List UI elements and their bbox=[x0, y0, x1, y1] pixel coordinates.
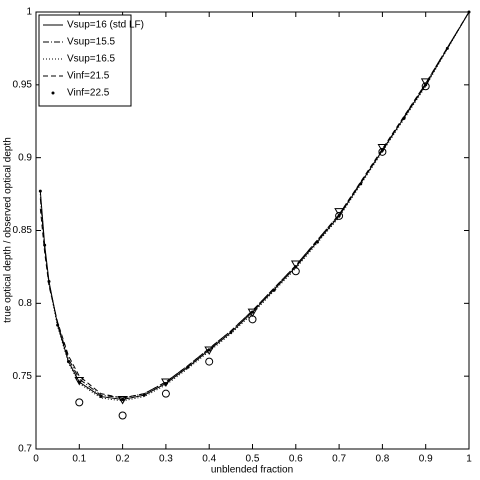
point bbox=[56, 323, 60, 327]
point bbox=[251, 310, 254, 314]
y-axis-label: true optical depth / observed optical de… bbox=[3, 137, 14, 323]
x-tick-label: 0.7 bbox=[332, 454, 346, 465]
legend-label: Vsup=16.5 bbox=[67, 54, 116, 65]
x-tick-label: 0.4 bbox=[202, 454, 216, 465]
point bbox=[186, 365, 190, 369]
x-tick-label: 0.8 bbox=[375, 454, 389, 465]
legend-label: Vsup=15.5 bbox=[67, 37, 116, 48]
series-line bbox=[39, 11, 470, 399]
x-tick-label: 0 bbox=[33, 454, 39, 465]
y-tick-label: 0.8 bbox=[18, 298, 32, 309]
x-axis-label: unblended fraction bbox=[211, 465, 293, 476]
x-tick-label: 0.3 bbox=[159, 454, 173, 465]
x-tick-label: 0.5 bbox=[246, 454, 260, 465]
y-tick-label: 0.9 bbox=[18, 152, 32, 163]
legend-label: Vinf=21.5 bbox=[67, 71, 110, 82]
point bbox=[38, 189, 42, 193]
point bbox=[315, 240, 319, 244]
point bbox=[99, 395, 103, 399]
circle-marker bbox=[421, 82, 430, 91]
point bbox=[66, 360, 70, 364]
point bbox=[402, 116, 406, 120]
point bbox=[359, 182, 363, 186]
triangle-marker bbox=[377, 143, 388, 153]
point bbox=[207, 348, 211, 352]
legend-label: Vinf=22.5 bbox=[67, 88, 110, 99]
legend-box bbox=[38, 14, 132, 107]
circle-marker bbox=[161, 389, 170, 398]
x-tick-label: 1 bbox=[466, 454, 472, 465]
triangle-marker bbox=[420, 78, 431, 87]
x-tick-label: 0.2 bbox=[116, 454, 130, 465]
x-tick-label: 0.1 bbox=[72, 454, 86, 465]
y-tick-label: 0.75 bbox=[13, 371, 33, 382]
x-tick-label: 0.6 bbox=[289, 454, 303, 465]
triangle-marker bbox=[161, 378, 171, 388]
point bbox=[142, 393, 146, 397]
triangle-marker bbox=[247, 308, 258, 318]
point bbox=[121, 397, 125, 401]
circle-marker bbox=[118, 411, 127, 420]
triangle-marker bbox=[334, 208, 344, 217]
point bbox=[467, 10, 471, 14]
legend-label: Vsup=16 (std LF) bbox=[67, 20, 144, 31]
triangle-marker bbox=[290, 260, 301, 270]
circle-marker bbox=[378, 147, 387, 156]
point bbox=[272, 288, 276, 292]
point bbox=[445, 46, 449, 50]
y-tick-label: 1 bbox=[26, 7, 32, 18]
circle-marker bbox=[75, 398, 84, 407]
triangle-marker bbox=[74, 377, 85, 386]
circle-marker bbox=[205, 357, 214, 366]
circle-marker bbox=[335, 211, 344, 220]
y-tick-label: 0.95 bbox=[13, 79, 33, 90]
triangle-marker bbox=[204, 346, 215, 355]
x-tick-label: 0.9 bbox=[419, 454, 433, 465]
point bbox=[229, 330, 233, 334]
triangle-marker bbox=[117, 395, 128, 405]
point bbox=[43, 243, 47, 247]
point bbox=[47, 279, 51, 283]
y-tick-label: 0.85 bbox=[13, 225, 33, 236]
y-tick-label: 0.7 bbox=[18, 444, 32, 455]
legend-swatch bbox=[51, 91, 55, 95]
